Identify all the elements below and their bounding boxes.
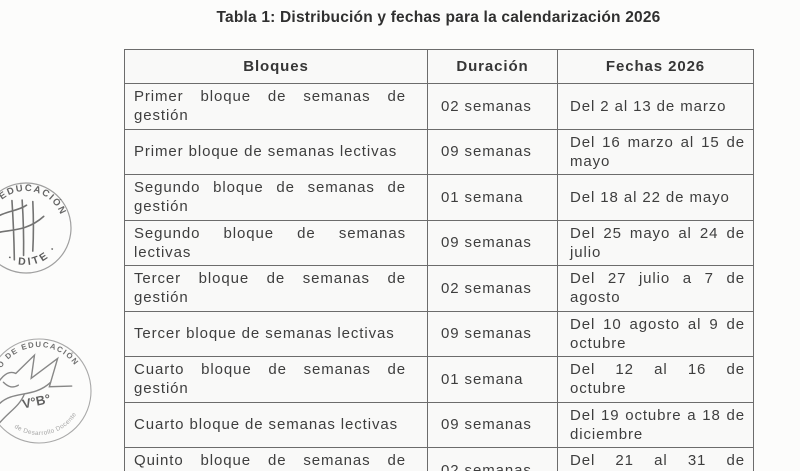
cell-bloque: Cuarto bloque de semanas de gestión	[124, 356, 428, 403]
table-row: Primer bloque de semanas lectivas 09 sem…	[124, 128, 754, 175]
table-body: Primer bloque de semanas de gestión 02 s…	[124, 83, 754, 471]
cell-bloque: Quinto bloque de semanas de gestión	[124, 447, 428, 471]
table-row: Quinto bloque de semanas de gestión 02 s…	[124, 447, 754, 471]
cell-bloque: Tercer bloque de semanas de gestión	[124, 265, 428, 312]
cell-duracion: 09 semanas	[427, 401, 558, 448]
table-row: Tercer bloque de semanas lectivas 09 sem…	[124, 310, 754, 357]
cell-fechas: Del 16 marzo al 15 de mayo	[557, 128, 754, 175]
header-cell-bloques: Bloques	[124, 49, 428, 84]
cell-bloque: Tercer bloque de semanas lectivas	[124, 310, 428, 357]
cell-duracion: 02 semanas	[427, 447, 558, 471]
cell-bloque: Primer bloque de semanas lectivas	[124, 128, 428, 175]
stamp-arc-bottom-text: de Desarrollo Docente	[12, 410, 81, 443]
table-row: Segundo bloque de semanas de gestión 01 …	[124, 174, 754, 221]
cell-fechas: Del 12 al 16 de octubre	[557, 356, 754, 403]
stamp-vobo-text: V°B°	[21, 391, 52, 412]
stamp-arc-top-text: O DE EDUCACIÓN	[0, 176, 69, 236]
signature-icon	[0, 199, 45, 261]
calendar-table: Bloques Duración Fechas 2026 Primer bloq…	[124, 49, 754, 471]
cell-duracion: 09 semanas	[427, 128, 558, 175]
table-row: Primer bloque de semanas de gestión 02 s…	[124, 83, 754, 130]
cell-duracion: 09 semanas	[427, 310, 558, 357]
cell-duracion: 09 semanas	[427, 219, 558, 266]
cell-fechas: Del 2 al 13 de marzo	[557, 83, 754, 130]
cell-fechas: Del 25 mayo al 24 de julio	[557, 219, 754, 266]
cell-fechas: Del 18 al 22 de mayo	[557, 174, 754, 221]
stamp-outer-ring-icon	[0, 182, 72, 274]
cell-fechas: Del 21 al 31 de diciembre	[557, 447, 754, 471]
table-row: Segundo bloque de semanas lectivas 09 se…	[124, 219, 754, 266]
page-title: Tabla 1: Distribución y fechas para la c…	[216, 9, 661, 26]
header-cell-duracion: Duración	[427, 49, 558, 84]
cell-duracion: 01 semana	[427, 356, 558, 403]
cell-fechas: Del 19 octubre a 18 de diciembre	[557, 401, 754, 448]
cell-bloque: Cuarto bloque de semanas lectivas	[124, 401, 428, 448]
stamp-outer-ring-icon	[0, 338, 92, 444]
cell-bloque: Segundo bloque de semanas lectivas	[124, 219, 428, 266]
cell-bloque: Segundo bloque de semanas de gestión	[124, 174, 428, 221]
cell-duracion: 01 semana	[427, 174, 558, 221]
header-cell-fechas: Fechas 2026	[557, 49, 754, 84]
cell-duracion: 02 semanas	[427, 265, 558, 312]
table-row: Cuarto bloque de semanas de gestión 01 s…	[124, 356, 754, 403]
cell-duracion: 02 semanas	[427, 83, 558, 130]
table-header-row: Bloques Duración Fechas 2026	[124, 49, 754, 84]
cell-bloque: Primer bloque de semanas de gestión	[124, 83, 428, 130]
stamp-dite-seal: O DE EDUCACIÓN · DITE ·	[0, 176, 72, 274]
cell-fechas: Del 27 julio a 7 de agosto	[557, 265, 754, 312]
cell-fechas: Del 10 agosto al 9 de octubre	[557, 310, 754, 357]
table-row: Cuarto bloque de semanas lectivas 09 sem…	[124, 401, 754, 448]
stamp-vobo-seal: STERIO DE EDUCACIÓN de Desarrollo Docent…	[0, 331, 92, 444]
table-row: Tercer bloque de semanas de gestión 02 s…	[124, 265, 754, 312]
signature-icon	[0, 353, 73, 428]
